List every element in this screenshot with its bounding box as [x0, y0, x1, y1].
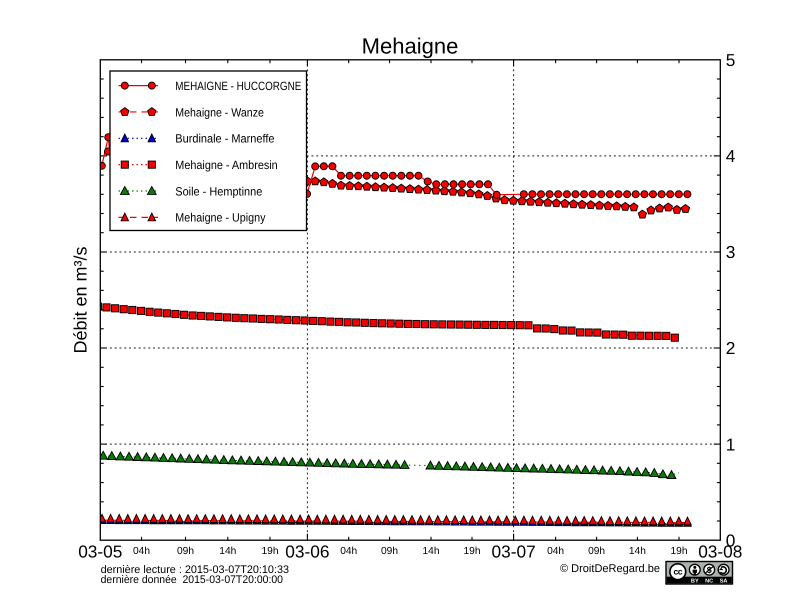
svg-text:BY: BY: [691, 579, 699, 585]
svg-text:03-08: 03-08: [698, 542, 742, 562]
svg-text:03-07: 03-07: [491, 542, 535, 562]
svg-text:04h: 04h: [133, 546, 150, 557]
svg-text:09h: 09h: [381, 546, 398, 557]
svg-text:14h: 14h: [219, 546, 236, 557]
svg-text:SA: SA: [720, 579, 728, 585]
svg-text:NC: NC: [705, 579, 713, 585]
svg-text:Débit en m³/s: Débit en m³/s: [71, 246, 91, 353]
svg-text:dernière donnée 2015-03-07T20: dernière donnée 2015-03-07T20:00:00: [101, 574, 283, 586]
svg-text:MEHAIGNE - HUCCORGNE: MEHAIGNE - HUCCORGNE: [175, 79, 301, 93]
svg-text:0: 0: [726, 530, 736, 550]
svg-text:19h: 19h: [671, 546, 688, 557]
svg-text:Soile - Hemptinne: Soile - Hemptinne: [175, 184, 262, 198]
svg-text:04h: 04h: [547, 546, 564, 557]
svg-text:04h: 04h: [340, 546, 357, 557]
svg-text:Mehaigne - Ambresin: Mehaigne - Ambresin: [175, 158, 277, 172]
svg-text:09h: 09h: [177, 546, 194, 557]
svg-text:03-05: 03-05: [78, 542, 122, 562]
svg-text:14h: 14h: [423, 546, 440, 557]
svg-text:Mehaigne: Mehaigne: [362, 34, 459, 59]
svg-text:3: 3: [726, 242, 736, 262]
svg-text:© DroitDeRegard.be: © DroitDeRegard.be: [560, 563, 660, 575]
svg-text:2: 2: [726, 338, 736, 358]
svg-text:1: 1: [726, 434, 736, 454]
svg-text:19h: 19h: [464, 546, 481, 557]
svg-text:Mehaigne - Upigny: Mehaigne - Upigny: [175, 211, 265, 225]
svg-text:19h: 19h: [262, 546, 279, 557]
svg-text:09h: 09h: [588, 546, 605, 557]
svg-text:Burdinale - Marneffe: Burdinale - Marneffe: [175, 132, 274, 146]
svg-text:14h: 14h: [629, 546, 646, 557]
svg-text:cc: cc: [674, 567, 683, 577]
svg-text:Mehaigne - Wanze: Mehaigne - Wanze: [175, 105, 264, 119]
svg-text:dernière lecture : 2015-03-07T: dernière lecture : 2015-03-07T20:10:33: [101, 564, 289, 576]
svg-text:03-06: 03-06: [285, 542, 329, 562]
svg-text:4: 4: [726, 146, 736, 166]
svg-text:5: 5: [726, 50, 736, 70]
